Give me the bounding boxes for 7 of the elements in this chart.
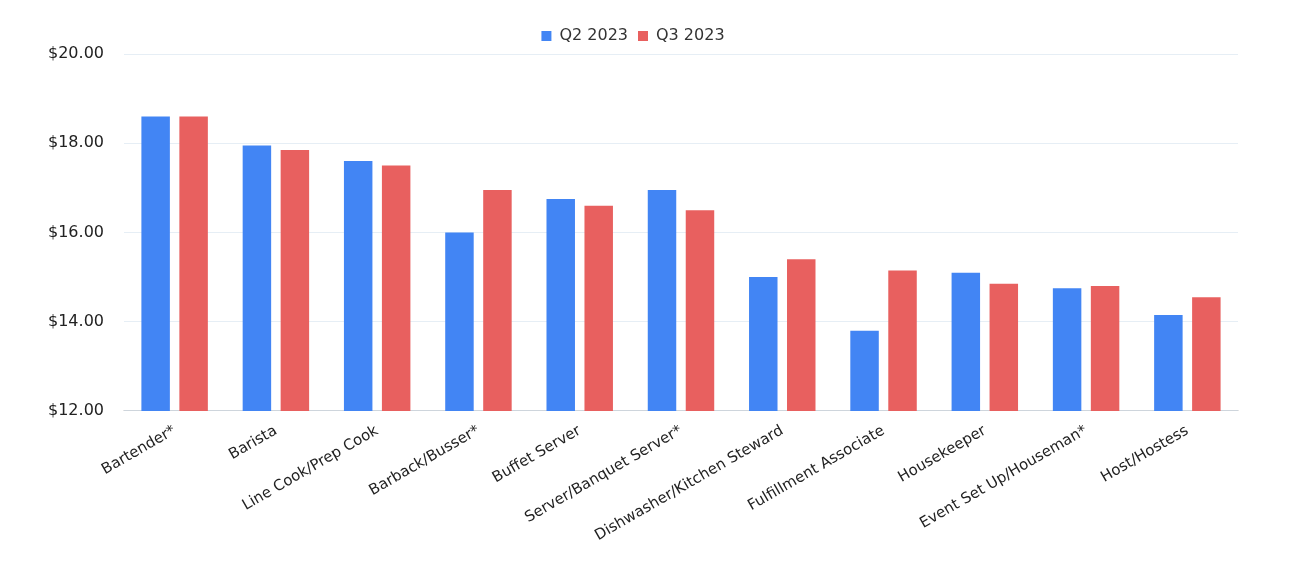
y-tick-label: $12.00: [48, 400, 104, 420]
legend-label: Q3 2023: [656, 25, 725, 45]
y-tick-label: $18.00: [48, 132, 104, 152]
y-tick-label: $20.00: [48, 43, 104, 63]
legend-label: Q2 2023: [559, 25, 628, 45]
y-tick-label: $16.00: [48, 221, 104, 241]
y-tick-label: $14.00: [48, 310, 104, 330]
